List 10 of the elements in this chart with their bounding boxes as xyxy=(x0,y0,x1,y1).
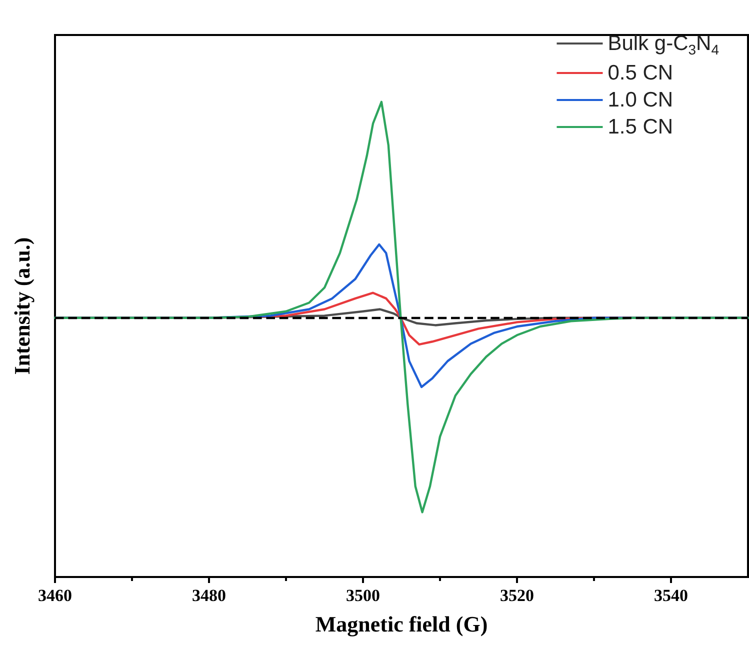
legend-label: 1.0 CN xyxy=(608,88,674,112)
x-tick-label: 3520 xyxy=(500,586,534,605)
x-tick-label: 3460 xyxy=(38,586,72,605)
x-tick-label: 3500 xyxy=(346,586,380,605)
legend-label: 0.5 CN xyxy=(608,62,674,84)
x-tick-label: 3540 xyxy=(654,586,688,605)
x-tick-label: 3480 xyxy=(192,586,226,605)
x-axis-title: Magnetic field (G) xyxy=(315,612,488,636)
legend-label: 1.5 CN xyxy=(608,116,674,138)
y-axis-title: Intensity (a.u.) xyxy=(10,237,34,375)
